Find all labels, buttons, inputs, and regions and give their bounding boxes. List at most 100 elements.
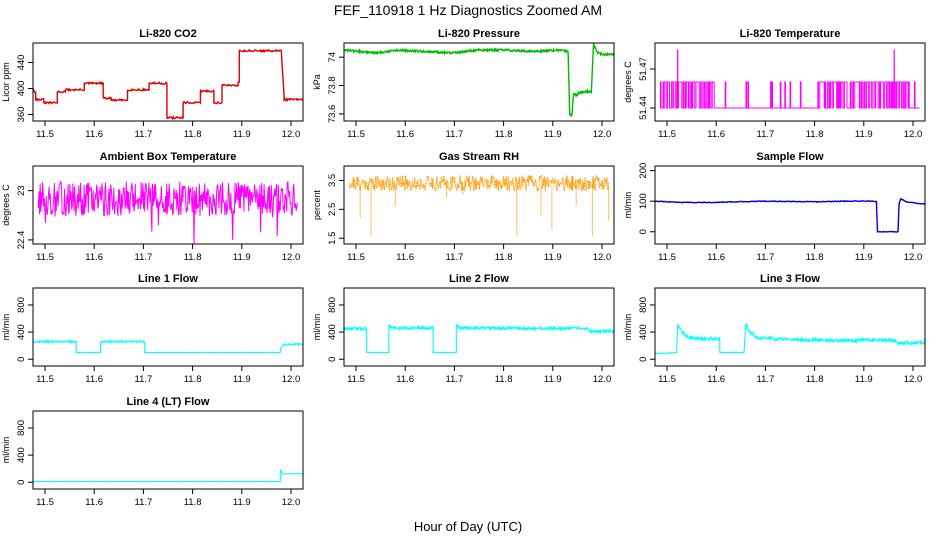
plot-frame	[32, 410, 304, 490]
x-tick-label: 11.9	[233, 497, 251, 508]
y-axis: 0 400 800	[16, 297, 33, 362]
x-tick-label: 12.0	[593, 252, 612, 263]
plot-frame	[654, 287, 926, 367]
panel-title: Li-820 CO2	[139, 28, 196, 40]
y-axis-label: ml/min	[1, 437, 11, 464]
y-axis: 51.44 51.47	[638, 57, 655, 120]
y-axis: 360 400 440	[16, 55, 33, 123]
y-tick-label: 400	[638, 324, 649, 340]
x-tick-label: 12.0	[282, 497, 301, 508]
series-line	[659, 81, 920, 109]
x-tick-label: 11.5	[36, 374, 54, 385]
y-tick-label: 440	[16, 55, 27, 71]
x-tick-label: 11.7	[757, 374, 775, 385]
x-tick-label: 11.6	[707, 252, 725, 263]
x-tick-label: 11.9	[544, 374, 562, 385]
x-axis: 11.5 11.6 11.7 11.8 11.9 12.0	[36, 366, 300, 385]
y-tick-label: 0	[638, 357, 649, 362]
x-tick-label: 11.6	[85, 252, 103, 263]
x-axis: 11.5 11.6 11.7 11.8 11.9 12.0	[347, 366, 611, 385]
y-axis-label: percent	[312, 189, 322, 220]
x-tick-label: 12.0	[904, 129, 923, 140]
plot-frame	[654, 42, 926, 122]
series-line	[348, 174, 610, 193]
x-tick-label: 12.0	[904, 252, 923, 263]
x-tick-label: 11.5	[36, 252, 54, 263]
plot-frame	[32, 287, 304, 367]
y-axis: 0 100 200	[638, 163, 655, 234]
y-tick-label: 0	[16, 357, 27, 362]
x-tick-label: 11.8	[495, 252, 513, 263]
plot-frame	[32, 165, 304, 245]
x-tick-label: 11.7	[135, 252, 153, 263]
series-group	[659, 49, 920, 109]
y-tick-label: 400	[327, 324, 338, 340]
y-tick-label: 0	[638, 229, 649, 234]
x-tick-label: 11.7	[446, 252, 464, 263]
y-tick-label: 800	[16, 420, 27, 436]
series-group	[33, 48, 303, 121]
panel-title: Line 3 Flow	[760, 273, 820, 285]
series-group	[348, 174, 610, 236]
x-tick-label: 11.9	[855, 129, 873, 140]
panel-6: Sample Flow ml/min 11.5 11.6 11.7 11.8 11.9 12.…	[623, 151, 926, 263]
series-line	[37, 181, 298, 244]
x-axis: 11.5 11.6 11.7 11.8 11.9 12.0	[347, 121, 611, 140]
series-line	[33, 48, 303, 121]
x-tick-label: 11.6	[707, 374, 725, 385]
y-tick-label: 22.4	[16, 231, 27, 250]
x-tick-label: 11.5	[36, 129, 54, 140]
y-axis-label: degrees C	[1, 184, 11, 226]
x-tick-label: 11.8	[184, 252, 202, 263]
y-tick-label: 800	[327, 297, 338, 313]
x-tick-label: 11.8	[806, 129, 824, 140]
y-axis: 0 400 800	[327, 297, 344, 362]
x-tick-label: 11.9	[233, 374, 251, 385]
x-axis: 11.5 11.6 11.7 11.8 11.9 12.0	[36, 489, 300, 508]
x-tick-label: 11.6	[85, 129, 103, 140]
x-axis: 11.5 11.6 11.7 11.8 11.9 12.0	[658, 244, 922, 263]
x-tick-label: 11.8	[495, 374, 513, 385]
series-group	[33, 469, 303, 483]
x-tick-label: 12.0	[593, 374, 612, 385]
series-group	[655, 322, 925, 355]
x-tick-label: 11.8	[184, 374, 202, 385]
x-tick-label: 11.9	[544, 129, 562, 140]
y-tick-label: 360	[16, 107, 27, 123]
x-tick-label: 12.0	[282, 252, 301, 263]
panel-title: Li-820 Pressure	[438, 28, 520, 40]
x-axis: 11.5 11.6 11.7 11.8 11.9 12.0	[36, 244, 300, 263]
panel-title: Line 4 (LT) Flow	[127, 396, 210, 408]
panel-9: Line 3 Flow ml/min 11.5 11.6 11.7 11.8 11.9 12.…	[623, 273, 926, 385]
series-line	[344, 43, 614, 118]
series-group	[33, 339, 303, 354]
panel-2: Li-820 Pressure kPa 11.5 11.6 11.7 11.8 11.9 12…	[312, 28, 615, 140]
x-tick-label: 11.5	[347, 129, 365, 140]
x-tick-label: 11.7	[446, 129, 464, 140]
y-tick-label: 400	[16, 81, 27, 97]
plot-frame	[32, 42, 304, 122]
x-tick-label: 11.9	[544, 252, 562, 263]
y-tick-label: 73.6	[327, 105, 338, 124]
panel-title: Li-820 Temperature	[740, 28, 841, 40]
y-tick-label: 400	[16, 447, 27, 463]
x-axis: 11.5 11.6 11.7 11.8 11.9 12.0	[347, 244, 611, 263]
x-tick-label: 11.8	[495, 129, 513, 140]
series-group	[344, 322, 614, 354]
y-axis-label: ml/min	[623, 314, 633, 341]
series-group	[37, 181, 298, 244]
x-tick-label: 11.6	[396, 374, 414, 385]
x-tick-label: 11.7	[135, 129, 153, 140]
plot-frame	[343, 287, 615, 367]
series-group	[344, 43, 614, 118]
x-tick-label: 11.5	[658, 129, 676, 140]
panel-title: Line 2 Flow	[449, 273, 509, 285]
y-tick-label: 800	[638, 297, 649, 313]
x-tick-label: 11.8	[806, 252, 824, 263]
panel-title: Ambient Box Temperature	[100, 151, 237, 163]
y-tick-label: 2.5	[327, 203, 338, 216]
panel-8: Line 2 Flow ml/min 11.5 11.6 11.7 11.8 11.9 12.…	[312, 273, 615, 385]
